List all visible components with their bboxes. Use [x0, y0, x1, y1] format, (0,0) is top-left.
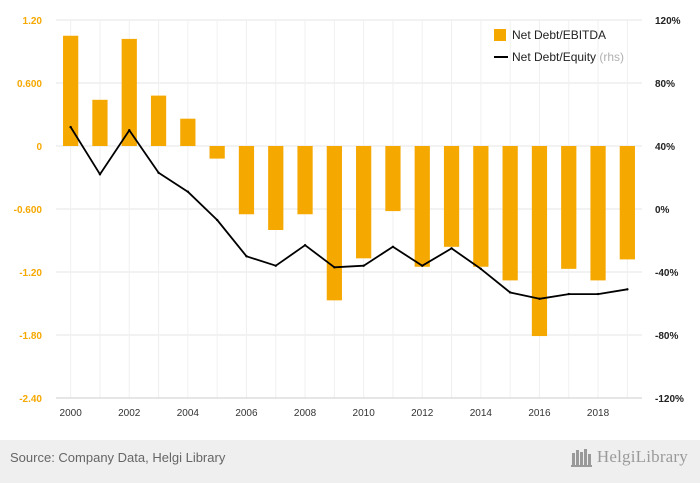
line-series-net-debt-equity: [69, 125, 629, 300]
bar: [385, 146, 401, 212]
bar: [297, 146, 313, 215]
y-left-tick-label: -0.600: [14, 205, 43, 216]
bar-series-net-debt-ebitda: [63, 35, 635, 337]
y-right-tick-label: 120%: [655, 16, 681, 27]
left-axis: 1.20 0.600 0 -0.600 -1.20 -1.80 -2.40: [14, 16, 43, 405]
bar: [561, 146, 577, 269]
y-left-tick-label: 0: [36, 142, 42, 153]
line-point: [508, 291, 512, 294]
bar: [238, 146, 255, 215]
grid: [56, 19, 642, 399]
line-point: [333, 266, 336, 269]
line-point: [186, 190, 190, 193]
x-tick-label: 2016: [528, 408, 551, 419]
line-point: [391, 245, 395, 248]
bar: [63, 35, 79, 146]
legend-label-net-debt-equity: Net Debt/Equity (rhs): [512, 50, 624, 64]
y-left-tick-label: -1.80: [19, 331, 42, 342]
x-tick-label: 2004: [177, 408, 200, 419]
y-left-tick-label: 1.20: [23, 16, 43, 27]
line-point: [69, 125, 72, 129]
bar: [268, 146, 284, 230]
x-tick-label: 2010: [353, 408, 376, 419]
x-tick-label: 2000: [60, 408, 83, 419]
line-point: [538, 297, 541, 300]
y-right-tick-label: 80%: [655, 79, 675, 90]
line-point: [362, 264, 365, 267]
bar: [326, 146, 342, 301]
chart: 1.20 0.600 0 -0.600 -1.20 -1.80 -2.40 120% 80% 4…: [14, 16, 684, 419]
y-right-tick-label: -40%: [655, 268, 678, 279]
legend-swatch-bar: [494, 29, 506, 41]
legend-rhs-suffix: (rhs): [599, 50, 624, 64]
source-note: Source: Company Data, Helgi Library: [10, 450, 226, 465]
library-logo-icon: [570, 449, 592, 467]
line-point: [421, 264, 424, 267]
y-right-tick-label: 40%: [655, 142, 675, 153]
right-axis: 120% 80% 40% 0% -40% -80% -120%: [655, 16, 684, 405]
y-left-tick-label: -1.20: [19, 268, 42, 279]
line-point: [450, 247, 453, 250]
logo-text: HelgiLibrary: [596, 447, 688, 466]
bar: [121, 38, 137, 146]
bar: [92, 99, 108, 146]
footer-bar: [0, 440, 700, 483]
x-tick-label: 2012: [411, 408, 434, 419]
x-tick-label: 2008: [294, 408, 317, 419]
bar: [473, 146, 489, 267]
bar: [531, 146, 548, 337]
x-tick-label: 2002: [118, 408, 141, 419]
bar: [414, 146, 430, 267]
line-point: [596, 292, 600, 296]
line-point: [128, 129, 131, 132]
bar: [356, 146, 372, 259]
y-right-tick-label: -120%: [655, 394, 684, 405]
helgi-library-logo[interactable]: HelgiLibrary: [570, 447, 688, 467]
bar: [590, 146, 606, 281]
legend-label-net-debt-ebitda: Net Debt/EBITDA: [512, 28, 606, 42]
line-point: [567, 292, 570, 296]
x-tick-label: 2006: [235, 408, 258, 419]
bar: [443, 146, 460, 247]
bar: [150, 95, 167, 146]
line-point: [245, 255, 248, 258]
x-tick-label: 2018: [587, 408, 610, 419]
line-point: [626, 288, 629, 291]
legend: Net Debt/EBITDA Net Debt/Equity (rhs): [494, 28, 624, 64]
line-point: [215, 218, 219, 222]
line-point: [274, 264, 277, 267]
line-point: [98, 173, 102, 176]
x-axis: 2000 2002 2004 2006 2008 2010 2012 2014 2016 2018: [56, 397, 642, 419]
bar: [502, 146, 518, 281]
line-point: [479, 267, 483, 271]
line-point: [157, 171, 160, 174]
line-point: [303, 244, 307, 247]
bar: [619, 146, 635, 260]
y-left-tick-label: 0.600: [17, 79, 42, 90]
y-left-tick-label: -2.40: [19, 394, 42, 405]
x-tick-label: 2014: [470, 408, 493, 419]
bar: [180, 118, 196, 146]
y-right-tick-label: 0%: [655, 205, 670, 216]
bar: [209, 146, 225, 159]
series-line: [69, 126, 628, 300]
y-right-tick-label: -80%: [655, 331, 678, 342]
